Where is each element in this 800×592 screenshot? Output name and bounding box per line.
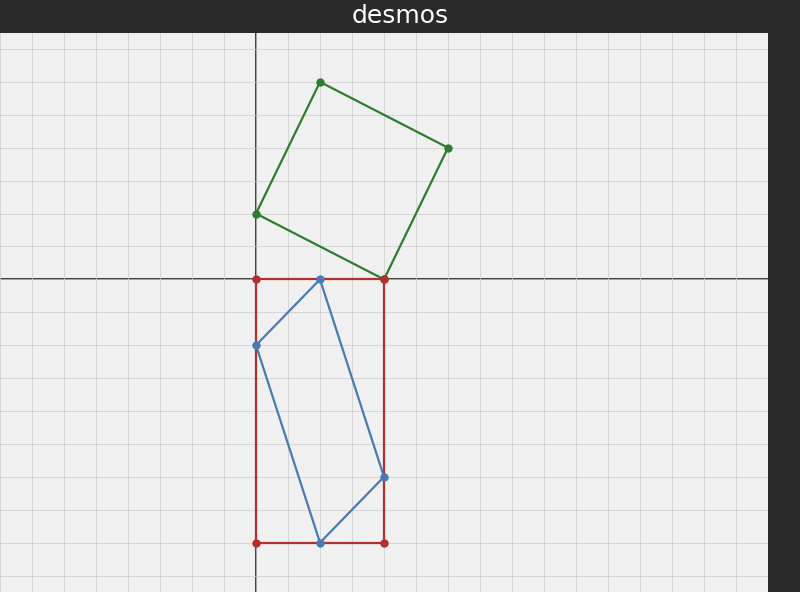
Text: desmos: desmos [351, 4, 449, 28]
